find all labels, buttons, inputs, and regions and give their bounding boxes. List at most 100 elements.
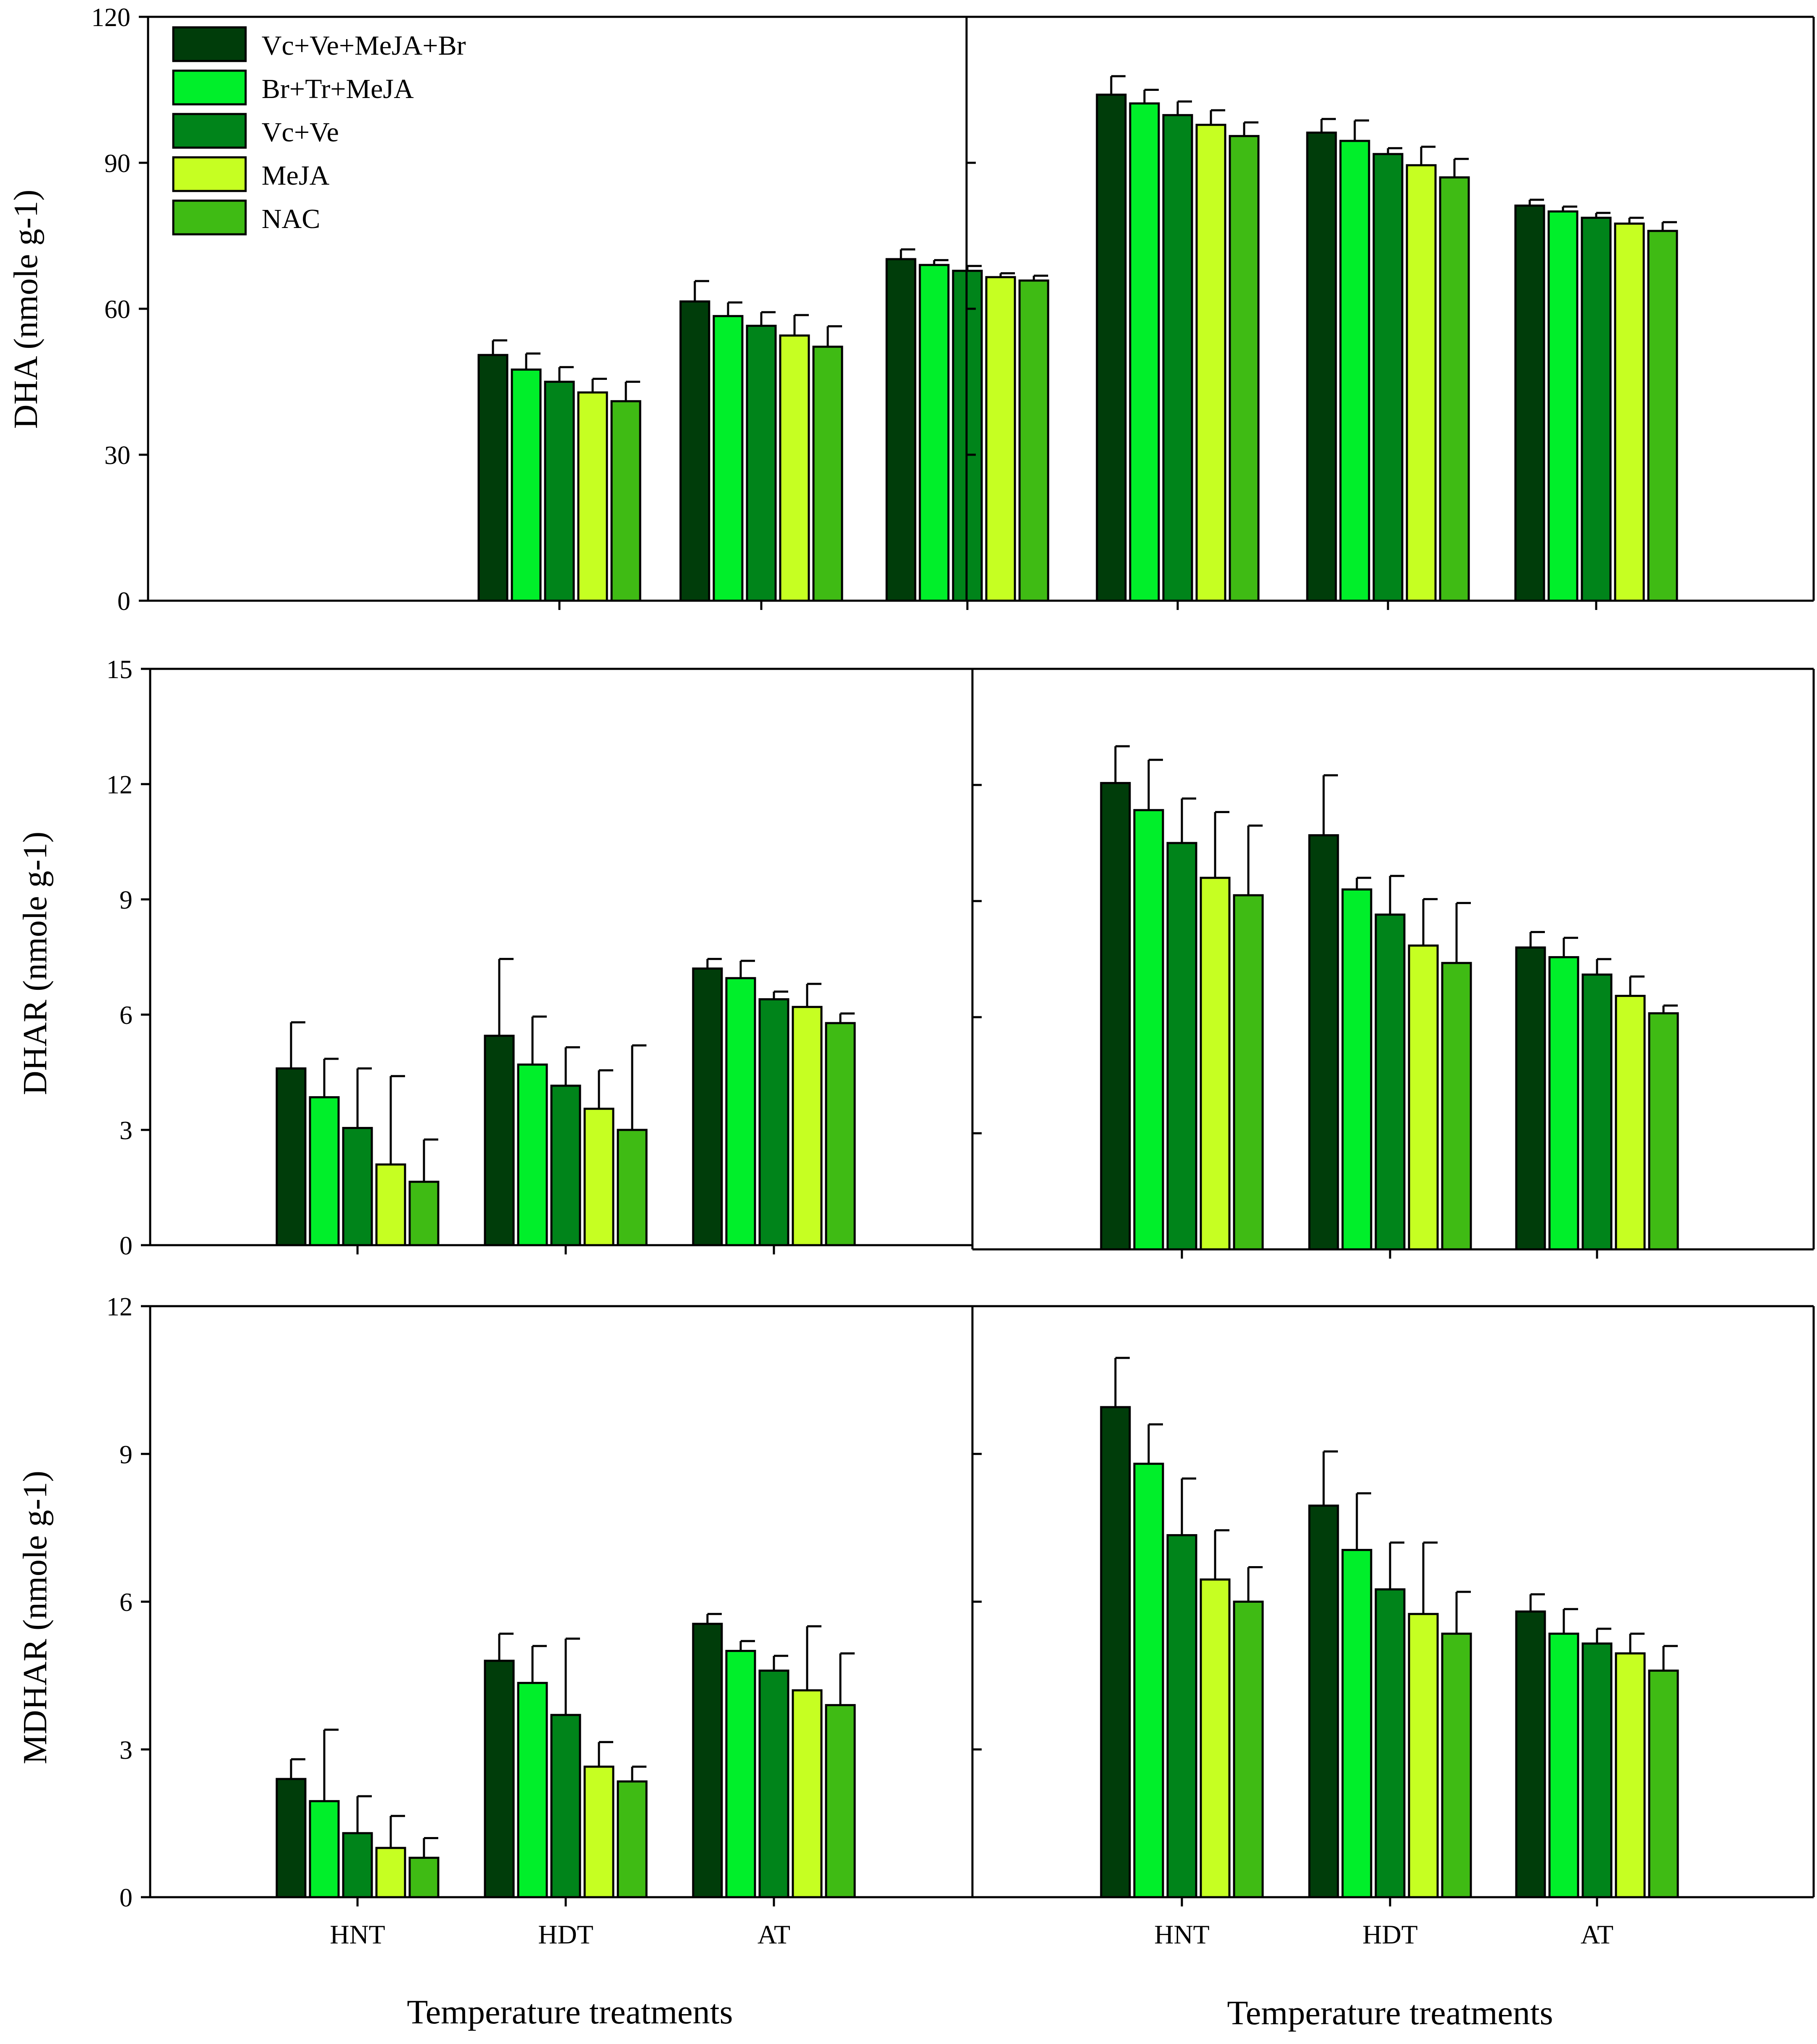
y-tick-label: 90: [104, 149, 130, 178]
bar: [1547, 210, 1579, 602]
bar: [1441, 962, 1472, 1251]
bar: [408, 1856, 440, 1898]
ylabel-dhar: DHAR (nmole g-1): [17, 832, 54, 1095]
bar: [825, 1022, 856, 1246]
ylabel-mdhar: MDHAR (nmole g-1): [17, 1471, 54, 1764]
bar: [1581, 1642, 1613, 1898]
bar: [275, 1778, 307, 1898]
bar: [583, 1766, 614, 1898]
bar: [1195, 124, 1226, 602]
bar: [1133, 809, 1164, 1251]
bar: [1408, 944, 1439, 1251]
bar: [1375, 1588, 1406, 1898]
bar: [550, 1084, 581, 1246]
legend-label-meja: MeJA: [262, 160, 330, 191]
bar: [342, 1832, 373, 1898]
bar: [1441, 1633, 1472, 1898]
bar: [1233, 894, 1264, 1251]
bar: [577, 391, 608, 602]
bar: [758, 1669, 789, 1898]
x-tick-label: HDT: [1362, 1919, 1418, 1949]
xlabel-left: Temperature treatments: [407, 1993, 733, 2031]
x-tick-label: HDT: [538, 1919, 593, 1949]
y-tick-label: 6: [119, 1001, 132, 1030]
panel-dhar-right: [971, 668, 1815, 1259]
bar: [758, 998, 789, 1246]
panel-dha-right: [965, 16, 1815, 610]
y-tick-label: 0: [119, 1232, 132, 1260]
bar: [1581, 973, 1613, 1251]
bar: [550, 1714, 581, 1898]
bar: [1133, 1463, 1164, 1898]
bar: [792, 1689, 823, 1898]
bar: [1018, 279, 1049, 602]
bar: [1439, 176, 1470, 602]
x-tick-label: AT: [758, 1919, 790, 1949]
bar: [1129, 102, 1160, 602]
bar: [712, 315, 744, 602]
bar: [1306, 131, 1337, 602]
panel-dhar-left: 0 3 6 9 12 15: [106, 655, 974, 1260]
legend-label-vc-ve: Vc+Ve: [262, 117, 339, 148]
bar: [1200, 1578, 1231, 1898]
panel-mdhar-right: HNT HDT AT: [971, 1305, 1815, 1949]
bar: [1648, 1669, 1679, 1898]
bar: [792, 1006, 823, 1246]
x-tick-label: HNT: [330, 1919, 385, 1949]
bar: [517, 1063, 548, 1246]
bar: [1308, 1504, 1339, 1898]
bar: [511, 369, 542, 602]
legend-swatch-vc-ve: [172, 113, 247, 149]
y-tick-label: 9: [119, 1440, 132, 1469]
bar: [1341, 888, 1372, 1251]
bar: [1100, 782, 1131, 1251]
xlabel-right: Temperature treatments: [1227, 1994, 1553, 2032]
bar: [275, 1067, 307, 1246]
y-tick-label: 3: [119, 1736, 132, 1765]
legend-label-nac: NAC: [262, 204, 320, 234]
bar: [1308, 834, 1339, 1251]
bar: [679, 300, 710, 602]
bar: [617, 1129, 648, 1246]
bar: [1229, 135, 1260, 602]
y-tick-label: 0: [117, 587, 130, 616]
bar: [477, 354, 509, 602]
legend-swatch-meja: [172, 156, 247, 192]
bar: [408, 1180, 440, 1246]
bar: [583, 1108, 614, 1246]
bar: [1408, 1613, 1439, 1898]
panel-dha-left: 0 30 60 90 120: [91, 3, 1049, 616]
panel-mdhar-left: 0 3 6 9 12 HNT HDT AT: [106, 1293, 974, 1949]
bar: [375, 1163, 406, 1246]
bar: [309, 1800, 340, 1898]
y-tick-label: 120: [91, 3, 130, 32]
bar: [1200, 877, 1231, 1251]
bar: [1372, 153, 1404, 602]
bar: [375, 1847, 406, 1898]
ylabel-dha: DHA (nmole g-1): [8, 190, 45, 429]
bar: [342, 1127, 373, 1246]
bar: [1375, 913, 1406, 1251]
y-tick-label: 3: [119, 1116, 132, 1145]
bar: [1581, 217, 1612, 602]
bar: [1548, 1633, 1579, 1898]
bar: [1614, 223, 1645, 602]
legend-label-vc-ve-meja-br: Vc+Ve+MeJA+Br: [262, 30, 466, 61]
bar: [985, 276, 1016, 602]
bar: [544, 381, 575, 602]
legend: Vc+Ve+MeJA+Br Br+Tr+MeJA Vc+Ve MeJA NAC: [172, 26, 466, 236]
x-tick-label: AT: [1581, 1919, 1613, 1949]
bar: [1615, 994, 1646, 1251]
legend-swatch-nac: [172, 199, 247, 236]
bar: [825, 1704, 856, 1898]
bar: [1648, 1012, 1679, 1251]
bar: [692, 1622, 723, 1898]
legend-label-br-tr-meja: Br+Tr+MeJA: [262, 74, 414, 104]
bar: [812, 345, 843, 602]
bar: [1515, 946, 1546, 1251]
bar: [779, 334, 810, 602]
y-tick-label: 9: [119, 886, 132, 915]
bar: [1514, 204, 1545, 602]
bar: [919, 264, 950, 602]
